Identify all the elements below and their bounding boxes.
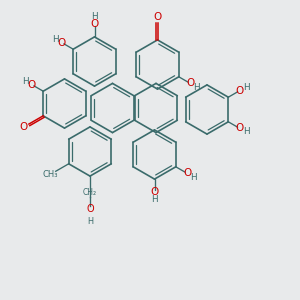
Text: H: H — [91, 12, 98, 21]
Text: O: O — [150, 187, 159, 197]
Text: O: O — [183, 168, 191, 178]
Text: H: H — [243, 82, 249, 91]
Text: H: H — [193, 82, 200, 91]
Text: O: O — [58, 38, 66, 48]
Text: O: O — [236, 123, 244, 134]
Text: H: H — [22, 76, 29, 85]
Text: CH₂: CH₂ — [83, 188, 97, 197]
Text: H: H — [151, 195, 158, 204]
Text: O: O — [28, 80, 36, 90]
Text: O: O — [236, 85, 244, 96]
Text: CH₃: CH₃ — [42, 170, 58, 179]
Text: O: O — [186, 78, 194, 88]
Text: H: H — [190, 172, 197, 182]
Text: O: O — [153, 12, 162, 22]
Text: H: H — [87, 217, 93, 226]
Text: O: O — [20, 122, 28, 132]
Text: H: H — [52, 34, 59, 43]
Text: O: O — [86, 204, 94, 214]
Text: H: H — [243, 128, 249, 136]
Text: O: O — [90, 19, 99, 29]
